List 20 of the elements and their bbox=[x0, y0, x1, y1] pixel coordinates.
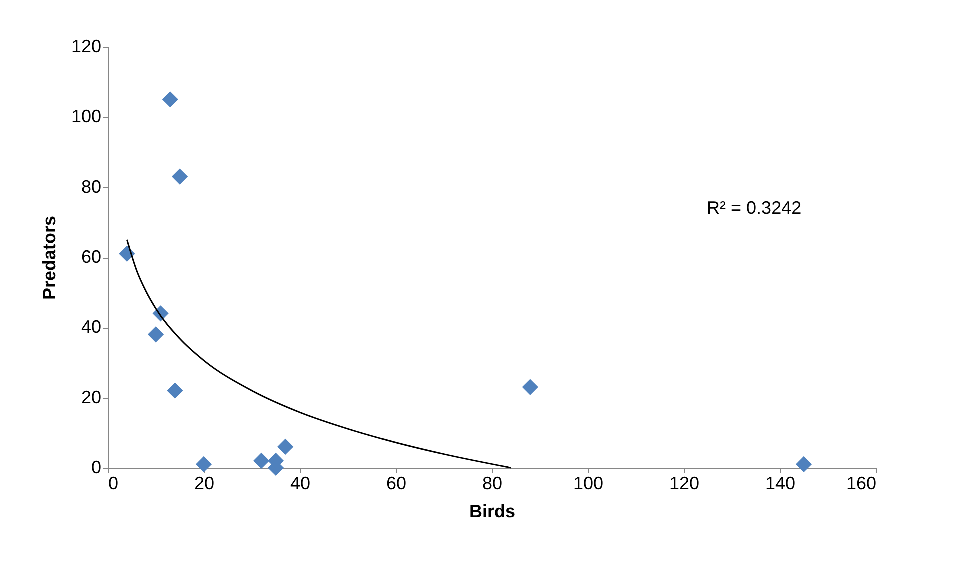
y-tick-label: 100 bbox=[71, 106, 102, 127]
x-tick-label: 100 bbox=[573, 474, 604, 494]
x-axis-title: Birds bbox=[469, 502, 516, 522]
line-series bbox=[126, 239, 512, 469]
y-tick-label: 20 bbox=[81, 387, 102, 408]
x-tick-label: 160 bbox=[846, 474, 876, 494]
x-tick-label: 140 bbox=[765, 474, 796, 494]
x-tick-label: 60 bbox=[386, 474, 407, 494]
y-tick-label: 80 bbox=[81, 176, 102, 197]
x-tick-label: 0 bbox=[108, 474, 119, 494]
x-tick-label: 40 bbox=[290, 474, 311, 494]
y-tick-label: 0 bbox=[91, 458, 102, 478]
y-axis-title: Predators bbox=[39, 216, 60, 300]
y-tick-label: 40 bbox=[81, 317, 102, 338]
x-tick-label: 120 bbox=[669, 474, 700, 494]
y-tick-label: 120 bbox=[71, 36, 102, 56]
x-tick-label: 80 bbox=[482, 474, 503, 494]
y-tick-label: 60 bbox=[81, 247, 102, 267]
annotation: R² = 0.3242 bbox=[707, 198, 802, 218]
x-tick-label: 20 bbox=[194, 474, 215, 494]
